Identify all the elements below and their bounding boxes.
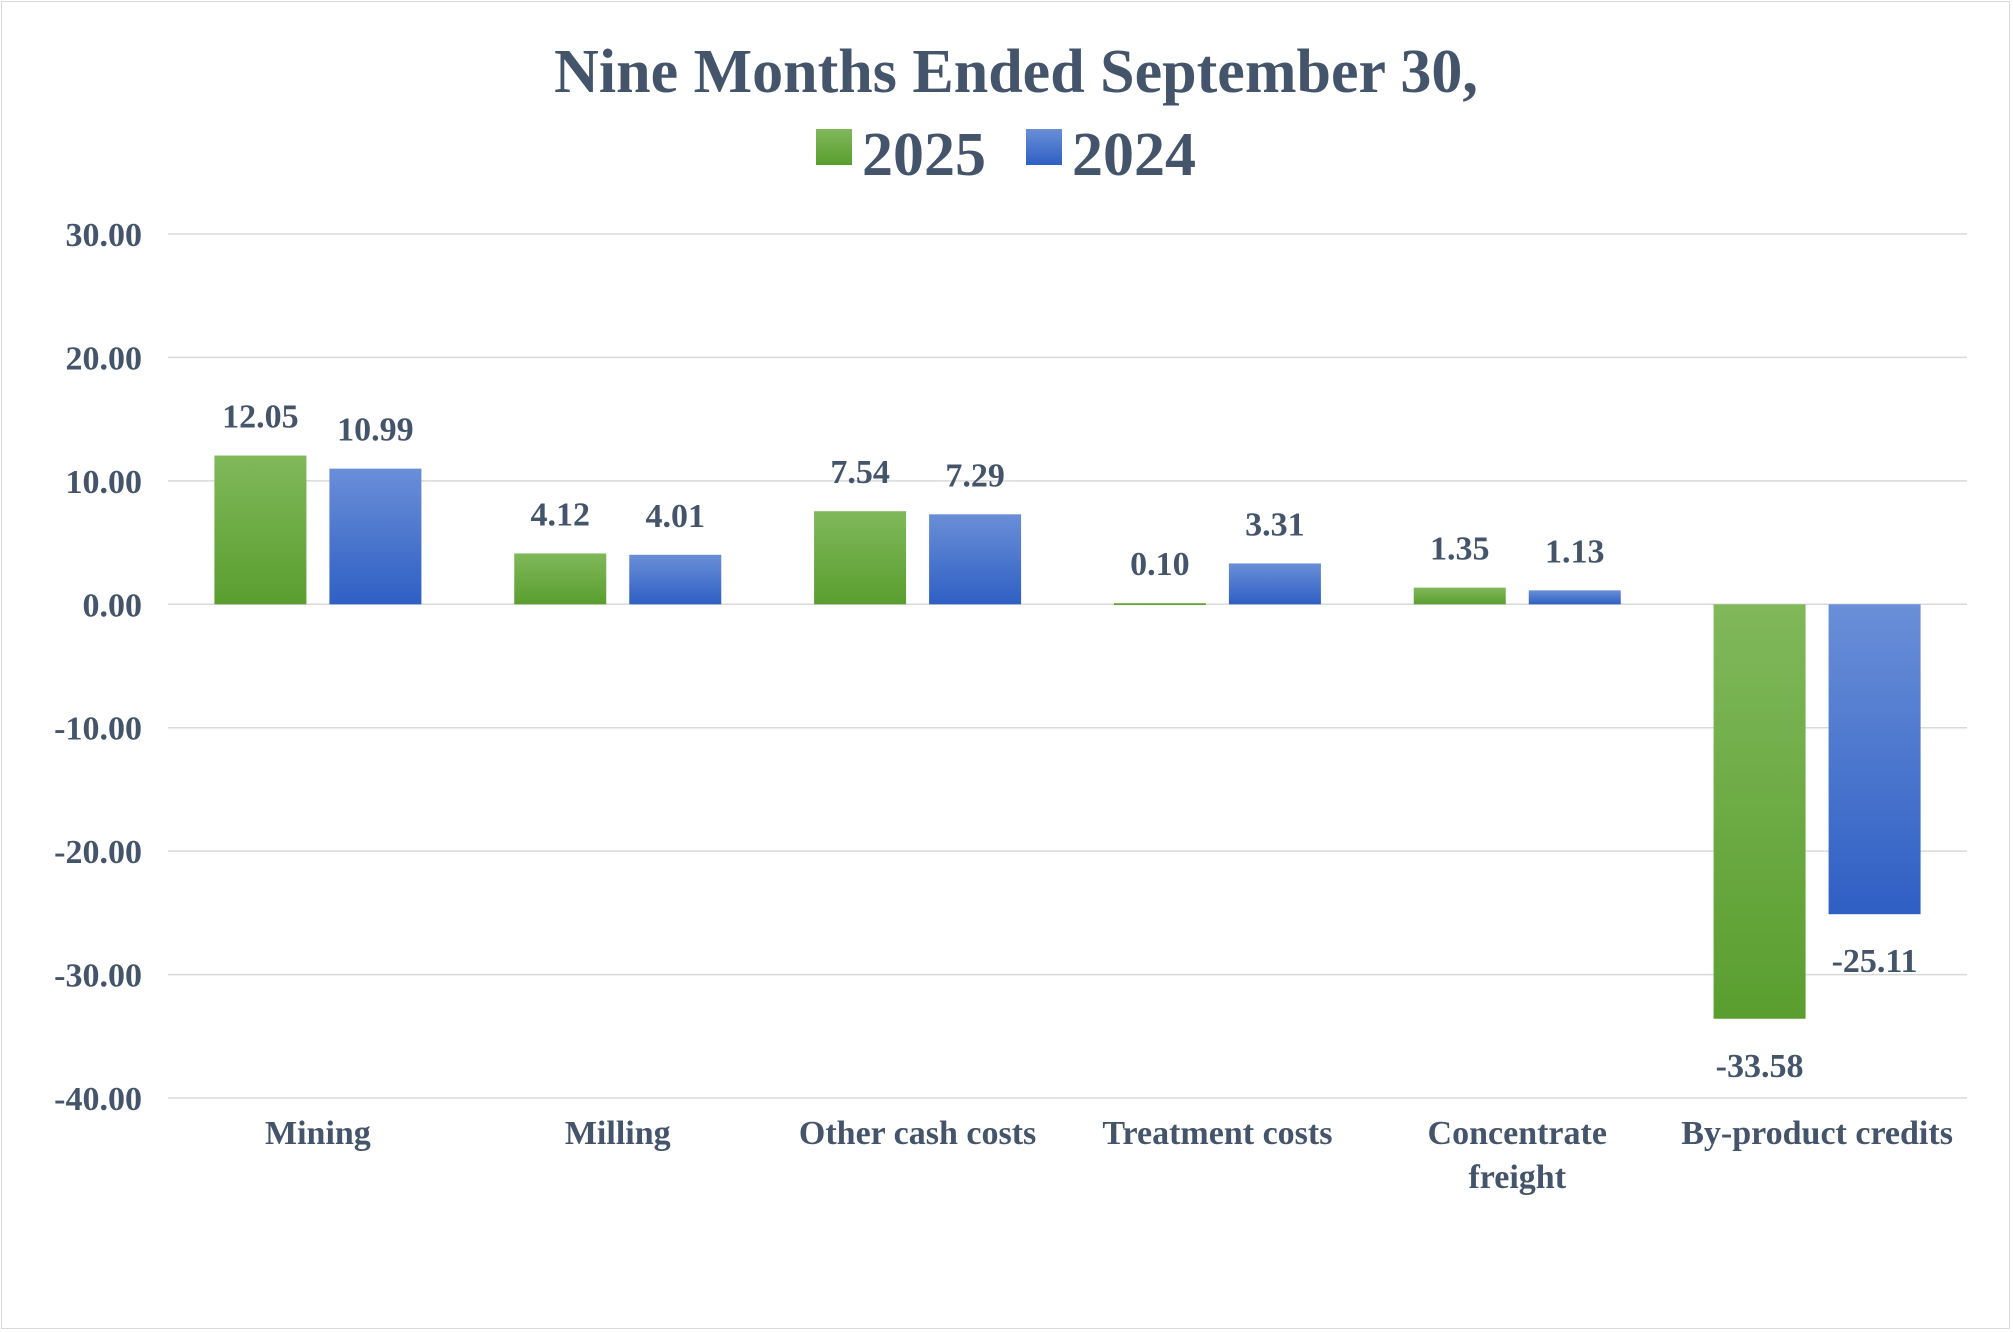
y-tick-label: -10.00 bbox=[54, 711, 142, 748]
data-label: 4.12 bbox=[531, 496, 591, 533]
data-label: 1.13 bbox=[1545, 533, 1605, 570]
y-tick-label: 30.00 bbox=[66, 217, 143, 254]
data-label: 3.31 bbox=[1245, 506, 1305, 543]
bar-2025 bbox=[1413, 587, 1506, 605]
bar-2024 bbox=[1528, 590, 1621, 605]
x-axis-categories: Mining Milling Other cash costs Treatment c… bbox=[265, 1115, 1953, 1196]
category-label: Treatment costs bbox=[1102, 1115, 1332, 1152]
data-label: 10.99 bbox=[337, 412, 414, 449]
category-label: Concentrate bbox=[1428, 1115, 1607, 1152]
data-label: 7.29 bbox=[945, 457, 1005, 494]
y-tick-label: -40.00 bbox=[54, 1081, 142, 1118]
legend-swatch bbox=[816, 129, 852, 165]
bar-2025 bbox=[1113, 603, 1206, 606]
category-label: freight bbox=[1468, 1159, 1566, 1196]
bar-2024 bbox=[629, 554, 722, 605]
data-labels: 12.05 10.99 4.12 4.01 7.54 7.29 0.10 3.31 1.35 1.… bbox=[222, 399, 1917, 1085]
data-label: 4.01 bbox=[646, 498, 706, 535]
gridlines bbox=[168, 233, 1967, 1099]
bar-2024 bbox=[329, 468, 422, 605]
bar-2025 bbox=[1713, 604, 1806, 1019]
data-label: 12.05 bbox=[222, 399, 299, 436]
legend-label: 2025 bbox=[862, 121, 986, 189]
bar-2025 bbox=[214, 455, 307, 605]
legend: 2025 2024 bbox=[816, 121, 1196, 189]
y-tick-label: -30.00 bbox=[54, 958, 142, 995]
category-label: Other cash costs bbox=[799, 1115, 1036, 1152]
y-axis-ticks: 30.00 20.00 10.00 0.00 -10.00 -20.00 -30.00 -40… bbox=[54, 217, 142, 1118]
category-label: Milling bbox=[565, 1115, 671, 1152]
data-label: 0.10 bbox=[1130, 546, 1190, 583]
data-label: -33.58 bbox=[1716, 1048, 1804, 1085]
category-label: By-product credits bbox=[1681, 1115, 1953, 1152]
legend-label: 2024 bbox=[1072, 121, 1196, 189]
bar-2024 bbox=[1228, 563, 1321, 605]
chart-title: Nine Months Ended September 30, bbox=[554, 38, 1478, 106]
bar-2025 bbox=[814, 511, 907, 605]
data-label: 7.54 bbox=[830, 454, 890, 491]
legend-swatch bbox=[1026, 129, 1062, 165]
y-tick-label: -20.00 bbox=[54, 834, 142, 871]
bar-2024 bbox=[929, 514, 1022, 605]
data-label: 1.35 bbox=[1430, 531, 1490, 568]
bar-2025 bbox=[514, 553, 607, 605]
y-tick-label: 20.00 bbox=[66, 340, 143, 377]
data-label: -25.11 bbox=[1832, 943, 1918, 980]
y-tick-label: 0.00 bbox=[83, 587, 143, 624]
y-tick-label: 10.00 bbox=[66, 464, 143, 501]
bars bbox=[214, 455, 1921, 1019]
category-label: Mining bbox=[265, 1115, 371, 1152]
bar-2024 bbox=[1828, 604, 1921, 915]
